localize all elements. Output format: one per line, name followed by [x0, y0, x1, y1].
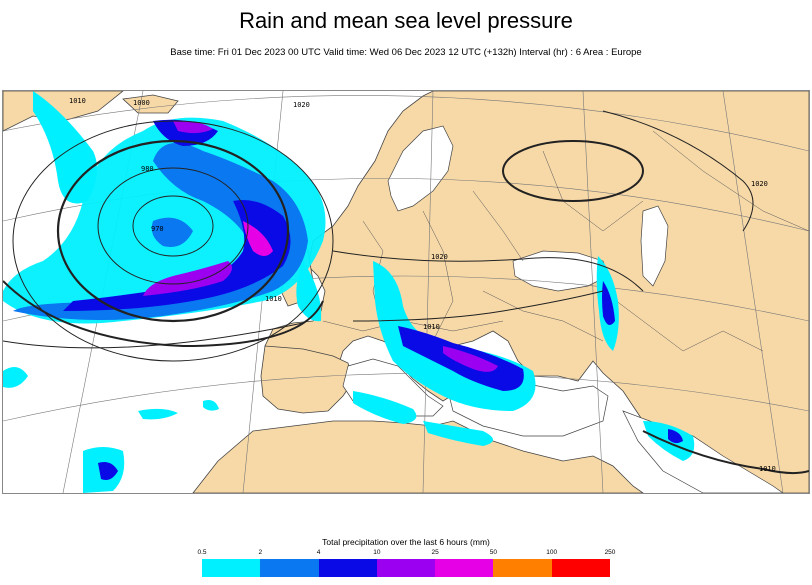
legend-tick: 100 — [546, 549, 558, 556]
baltic-sea — [387, 125, 454, 212]
isobar-label: 1010 — [265, 295, 282, 303]
map-subtitle: Base time: Fri 01 Dec 2023 00 UTC Valid … — [170, 47, 642, 58]
precip-purple — [443, 346, 498, 372]
legend-swatch — [435, 559, 494, 577]
legend-title: Total precipitation over the last 6 hour… — [322, 537, 490, 547]
isobar-label: 1000 — [133, 99, 150, 107]
precip-darkblue — [668, 429, 683, 444]
legend-color-bar — [202, 559, 610, 577]
precipitation-map: 1010 1000 1020 980 970 1010 1020 1010 10… — [2, 90, 810, 494]
legend-tick: 50 — [489, 549, 498, 556]
precip-darkblue — [98, 462, 118, 480]
isobar-label: 1020 — [293, 101, 310, 109]
precip-purple — [173, 120, 213, 134]
precip-cyan — [423, 421, 493, 446]
landmass-north-africa — [192, 420, 644, 493]
isobar-labels: 1010 1000 1020 980 970 1010 1020 1010 10… — [69, 97, 776, 473]
legend-swatch — [551, 559, 610, 577]
precip-cyan — [138, 408, 178, 420]
legend-tick: 250 — [604, 549, 616, 556]
legend-ticks: 0.5 2 4 10 25 50 100 250 — [197, 549, 615, 559]
precip-darkblue — [63, 200, 291, 311]
isobar-label: 1010 — [423, 323, 440, 331]
landmass-iceland — [122, 94, 179, 114]
legend-tick: 4 — [316, 549, 321, 556]
precip-blue — [151, 217, 193, 247]
precipitation-fields — [3, 91, 695, 493]
precip-cyan — [296, 261, 322, 322]
isobar-label: 1020 — [431, 253, 448, 261]
isobar-label: 980 — [141, 165, 154, 173]
isobars — [3, 110, 809, 475]
precip-cyan — [203, 400, 219, 411]
caspian-sea — [640, 205, 669, 287]
legend-swatch — [493, 559, 552, 577]
legend-tick: 0.5 — [197, 549, 207, 556]
precip-cyan — [3, 367, 28, 388]
legend-swatch — [202, 559, 261, 577]
map-title: Rain and mean sea level pressure — [239, 8, 573, 33]
precip-cyan — [643, 421, 695, 461]
legend-tick: 25 — [431, 549, 439, 556]
legend-swatch — [376, 559, 436, 577]
isobar-label: 1020 — [751, 180, 768, 188]
isobar-label: 1010 — [69, 97, 86, 105]
precip-purple — [143, 261, 232, 296]
precip-cyan — [353, 391, 417, 424]
isobar-label: 970 — [151, 225, 164, 233]
legend-swatch — [260, 559, 319, 577]
landmass-iberia — [260, 345, 354, 414]
map-svg: 1010 1000 1020 980 970 1010 1020 1010 10… — [3, 91, 809, 493]
legend-tick: 10 — [373, 549, 381, 556]
legend-swatch — [318, 559, 377, 577]
isobar-label: 1010 — [759, 465, 776, 473]
precip-darkblue — [602, 281, 615, 325]
legend-tick: 2 — [258, 549, 263, 556]
precip-cyan — [33, 91, 97, 204]
precip-magenta — [243, 221, 273, 256]
